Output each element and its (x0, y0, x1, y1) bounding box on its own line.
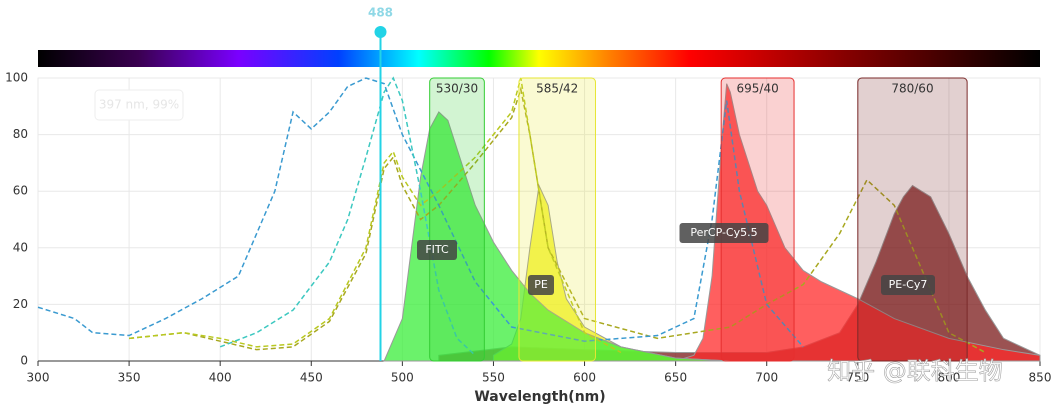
x-tick-label: 850 (1029, 371, 1052, 385)
x-tick-label: 500 (391, 371, 414, 385)
y-tick-label: 100 (5, 71, 28, 85)
y-tick-label: 20 (13, 297, 28, 311)
filter-label: 585/42 (536, 82, 578, 96)
x-tick-label: 800 (937, 371, 960, 385)
fluorochrome-label: PE (534, 278, 548, 291)
x-tick-label: 750 (846, 371, 869, 385)
x-tick-label: 600 (573, 371, 596, 385)
x-tick-label: 650 (664, 371, 687, 385)
excitation-line (219, 76, 476, 356)
label-box (679, 223, 769, 243)
y-tick-label: 40 (13, 240, 28, 254)
laser-label: 488 (368, 6, 393, 20)
filter-label: 530/30 (436, 82, 478, 96)
filter-label: 695/40 (737, 82, 779, 96)
filter-band (429, 77, 485, 362)
x-tick-label: 400 (209, 371, 232, 385)
filter-band (720, 77, 795, 362)
watermark: 知乎 @联科生物 (827, 357, 1003, 385)
label-box (528, 275, 554, 295)
spectrum-bar (38, 50, 1040, 67)
tooltip-box (94, 89, 184, 121)
fluorochrome-label: PerCP-Cy5.5 (690, 226, 757, 239)
fluorochrome-label: FITC (425, 243, 449, 256)
filter-label: 780/60 (891, 82, 933, 96)
excitation-line (129, 77, 622, 354)
x-tick-label: 450 (300, 371, 323, 385)
x-tick-label: 550 (482, 371, 505, 385)
x-tick-label: 350 (118, 371, 141, 385)
x-tick-label: 300 (27, 371, 50, 385)
x-axis-label: Wavelength(nm) (474, 389, 605, 405)
label-box (881, 275, 935, 295)
excitation-line (129, 86, 986, 354)
laser-handle (374, 26, 387, 38)
label-box (417, 240, 457, 260)
filter-band (857, 77, 968, 362)
tooltip: 397 nm, 99% (99, 98, 179, 112)
x-tick-label: 700 (755, 371, 778, 385)
filter-band (518, 77, 596, 362)
y-tick-label: 60 (13, 184, 28, 198)
y-tick-label: 80 (13, 127, 28, 141)
y-tick-label: 0 (20, 354, 28, 368)
fluorochrome-label: PE-Cy7 (889, 278, 928, 291)
